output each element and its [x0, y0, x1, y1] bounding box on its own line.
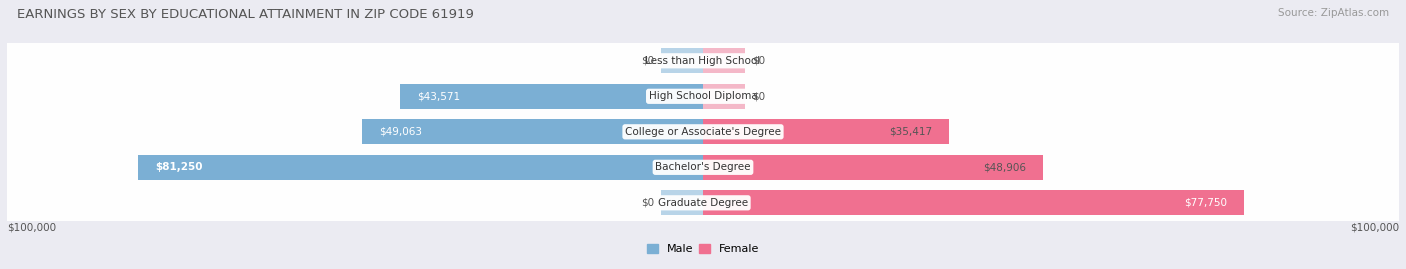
- Legend: Male, Female: Male, Female: [647, 244, 759, 254]
- Text: $0: $0: [641, 56, 654, 66]
- FancyBboxPatch shape: [703, 155, 1043, 180]
- FancyBboxPatch shape: [399, 84, 703, 109]
- FancyBboxPatch shape: [138, 155, 703, 180]
- Text: EARNINGS BY SEX BY EDUCATIONAL ATTAINMENT IN ZIP CODE 61919: EARNINGS BY SEX BY EDUCATIONAL ATTAINMEN…: [17, 8, 474, 21]
- Text: Less than High School: Less than High School: [645, 56, 761, 66]
- Text: $49,063: $49,063: [380, 127, 422, 137]
- Text: $35,417: $35,417: [889, 127, 932, 137]
- FancyBboxPatch shape: [703, 84, 745, 109]
- FancyBboxPatch shape: [703, 119, 949, 144]
- Text: Graduate Degree: Graduate Degree: [658, 198, 748, 208]
- Text: $77,750: $77,750: [1184, 198, 1226, 208]
- FancyBboxPatch shape: [661, 48, 703, 73]
- Text: High School Diploma: High School Diploma: [648, 91, 758, 101]
- FancyBboxPatch shape: [703, 48, 745, 73]
- FancyBboxPatch shape: [361, 119, 703, 144]
- Text: $100,000: $100,000: [7, 222, 56, 232]
- Text: $43,571: $43,571: [418, 91, 460, 101]
- FancyBboxPatch shape: [661, 190, 703, 215]
- FancyBboxPatch shape: [703, 190, 1244, 215]
- Text: College or Associate's Degree: College or Associate's Degree: [626, 127, 780, 137]
- Text: $81,250: $81,250: [155, 162, 202, 172]
- Text: $0: $0: [752, 91, 765, 101]
- Text: $0: $0: [641, 198, 654, 208]
- Text: Bachelor's Degree: Bachelor's Degree: [655, 162, 751, 172]
- Text: Source: ZipAtlas.com: Source: ZipAtlas.com: [1278, 8, 1389, 18]
- Text: $0: $0: [752, 56, 765, 66]
- Text: $100,000: $100,000: [1350, 222, 1399, 232]
- Text: $48,906: $48,906: [983, 162, 1026, 172]
